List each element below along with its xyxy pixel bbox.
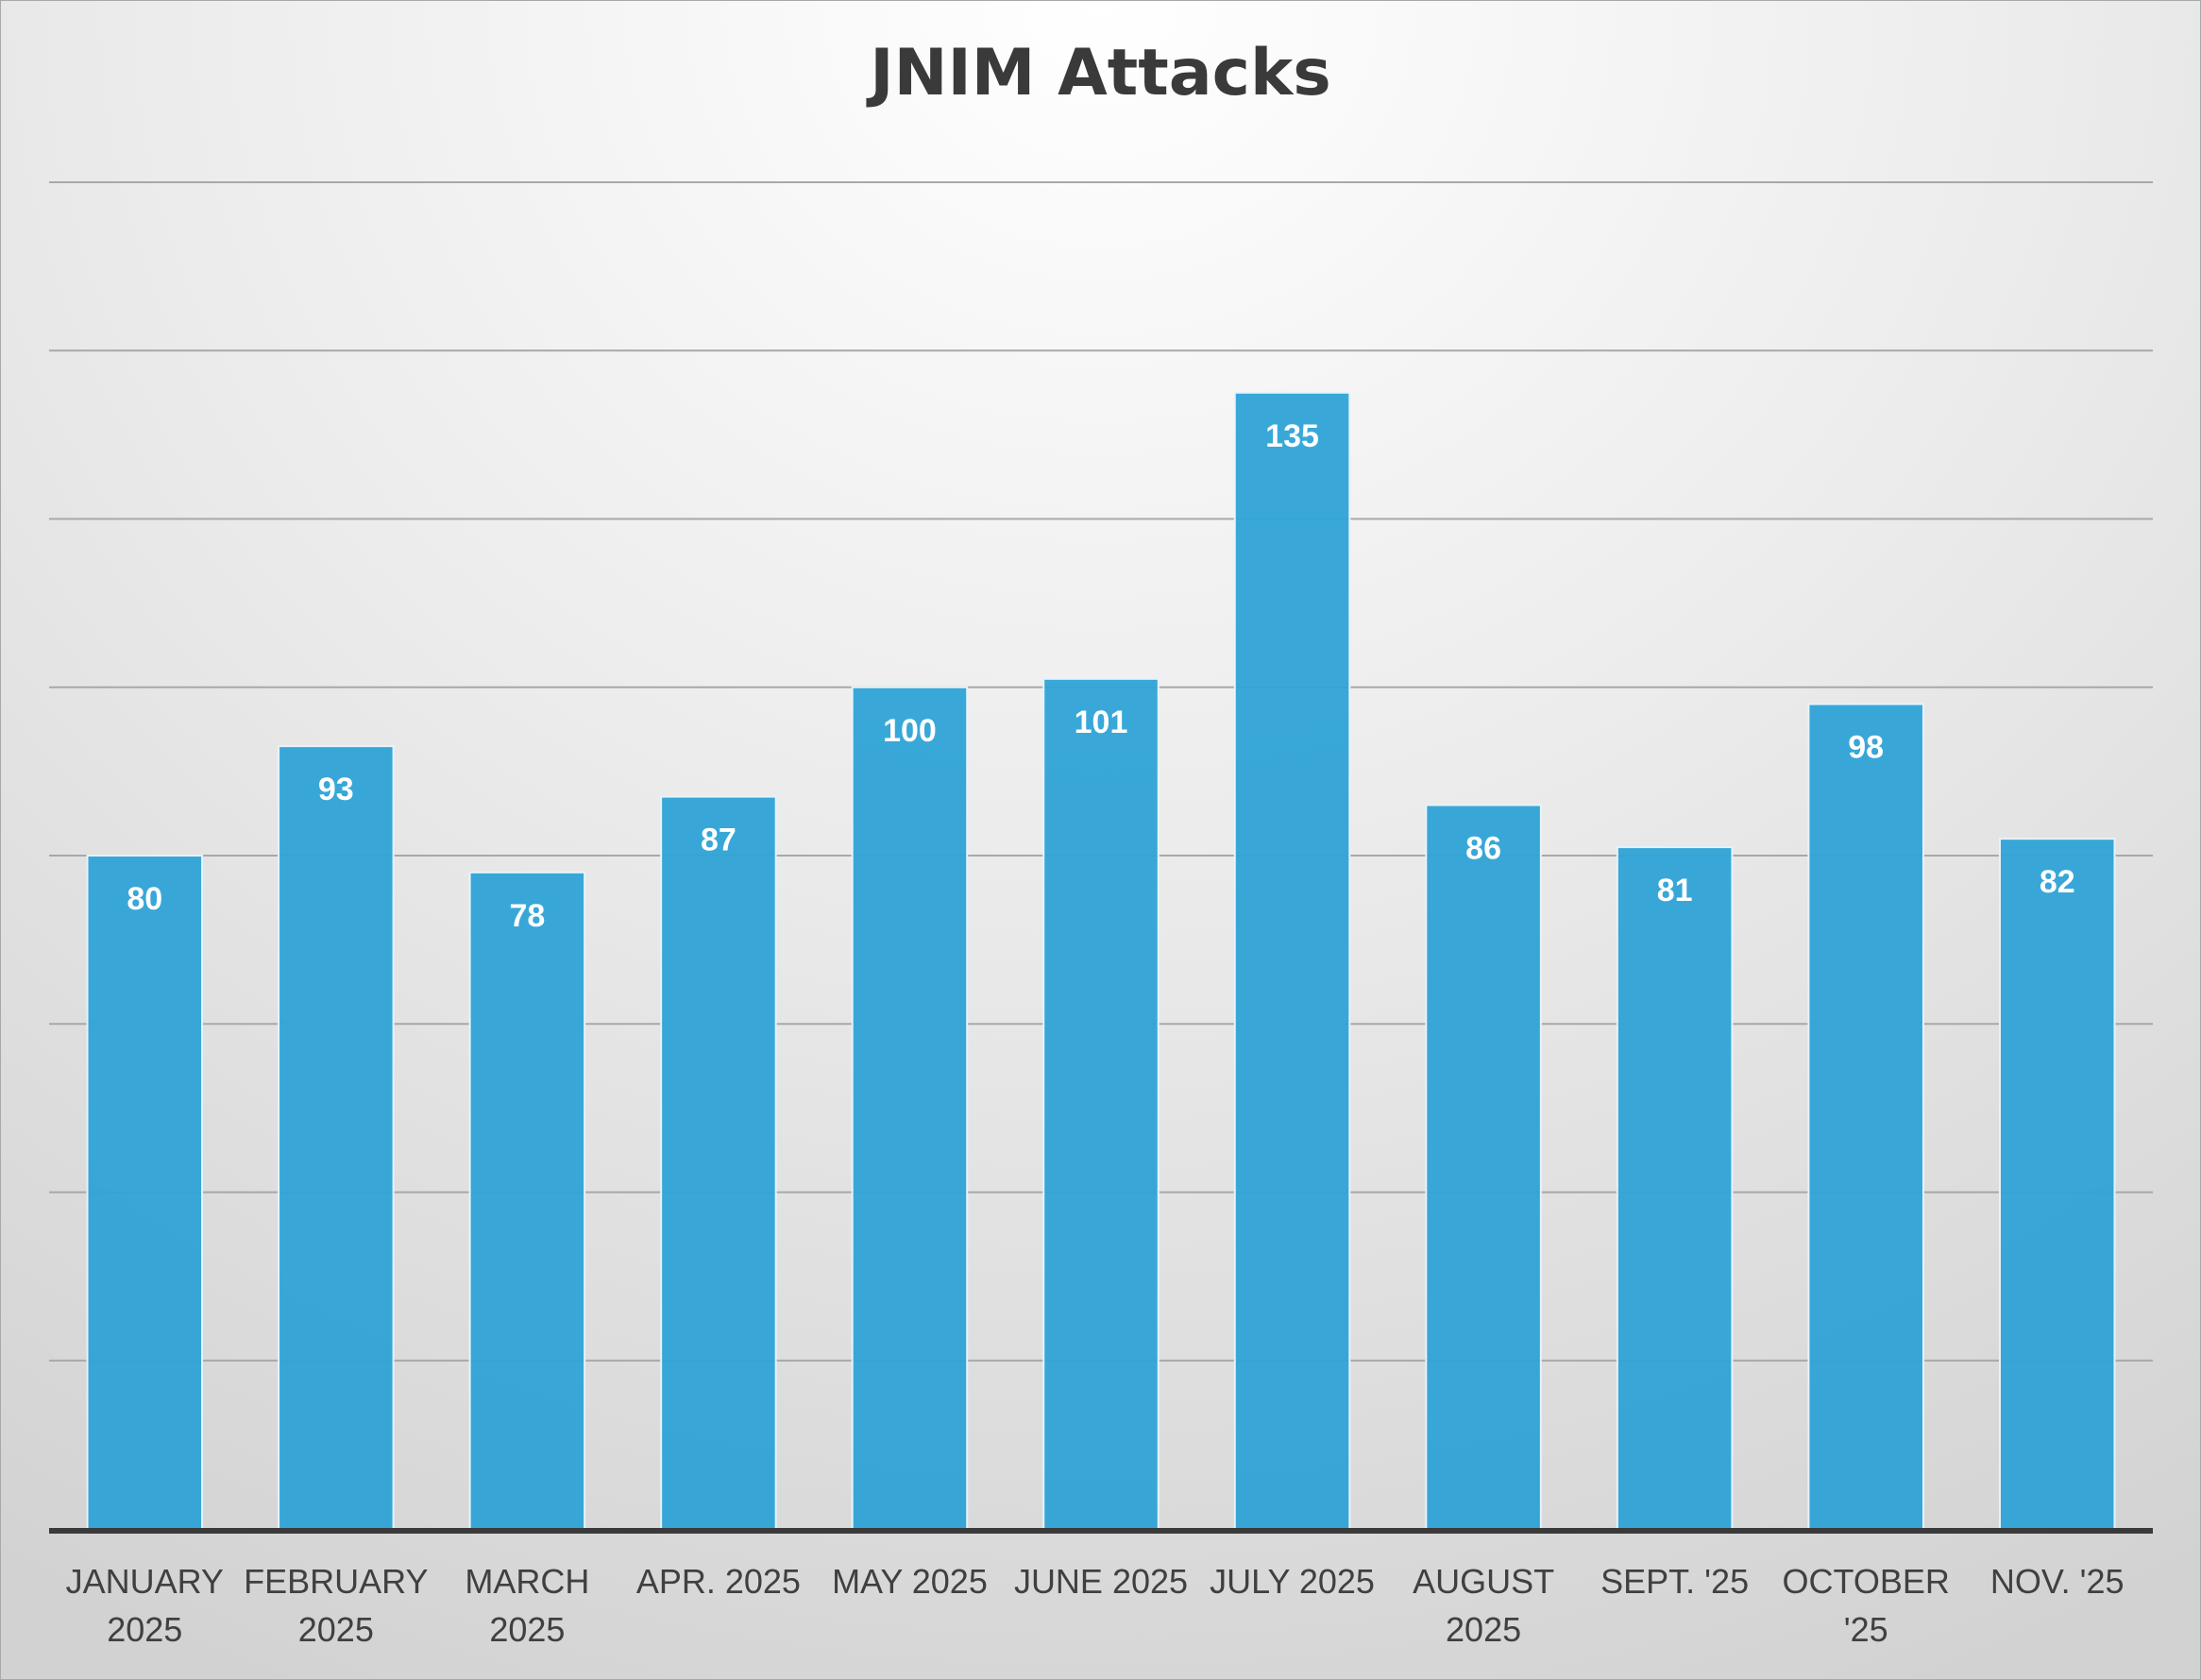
bar <box>1042 677 1160 1530</box>
data-label: 80 <box>127 881 162 917</box>
x-tick-label: SEPT. '25 <box>1600 1562 1749 1601</box>
x-axis-tick-labels: JANUARY 2025 FEBRUARY 2025 MARCH 2025 APR. 202… <box>66 1562 2125 1649</box>
data-label: 100 <box>883 713 937 749</box>
x-tick-label: JANUARY <box>66 1562 224 1601</box>
bar <box>1807 703 1924 1530</box>
bar <box>660 795 777 1530</box>
x-tick-label: OCTOBER <box>1782 1562 1949 1601</box>
x-tick-label: AUGUST <box>1413 1562 1554 1601</box>
data-label: 98 <box>1848 730 1884 766</box>
bar <box>1425 804 1542 1530</box>
data-label: 101 <box>1075 704 1128 740</box>
x-tick-label: JULY 2025 <box>1210 1562 1375 1601</box>
x-tick-label: '25 <box>1844 1610 1888 1649</box>
bar <box>1616 846 1734 1530</box>
x-tick-label: JUNE 2025 <box>1014 1562 1188 1601</box>
x-tick-label: 2025 <box>1446 1610 1521 1649</box>
bar <box>1998 838 2116 1530</box>
x-tick-label: 2025 <box>298 1610 374 1649</box>
bar <box>278 745 395 1530</box>
bar <box>1233 391 1351 1530</box>
data-label: 81 <box>1657 873 1693 908</box>
data-label: 78 <box>509 898 545 934</box>
data-label: 87 <box>701 823 736 858</box>
data-labels: 80 93 78 87 100 101 135 86 81 98 82 <box>127 418 2074 934</box>
data-label: 135 <box>1265 418 1319 454</box>
bars <box>86 391 2116 1530</box>
x-tick-label: 2025 <box>107 1610 182 1649</box>
bar <box>851 686 969 1530</box>
data-label: 86 <box>1465 831 1501 867</box>
chart-title: JNIM Attacks <box>870 36 1331 110</box>
x-tick-label: FEBRUARY <box>244 1562 428 1601</box>
x-tick-label: NOV. '25 <box>1990 1562 2125 1601</box>
data-label: 93 <box>318 772 354 807</box>
x-tick-label: APR. 2025 <box>636 1562 801 1601</box>
bar <box>86 855 204 1530</box>
x-tick-label: MARCH <box>465 1562 589 1601</box>
data-label: 82 <box>2040 864 2075 900</box>
x-tick-label: MAY 2025 <box>832 1562 988 1601</box>
bar <box>468 871 586 1530</box>
x-tick-label: 2025 <box>489 1610 565 1649</box>
